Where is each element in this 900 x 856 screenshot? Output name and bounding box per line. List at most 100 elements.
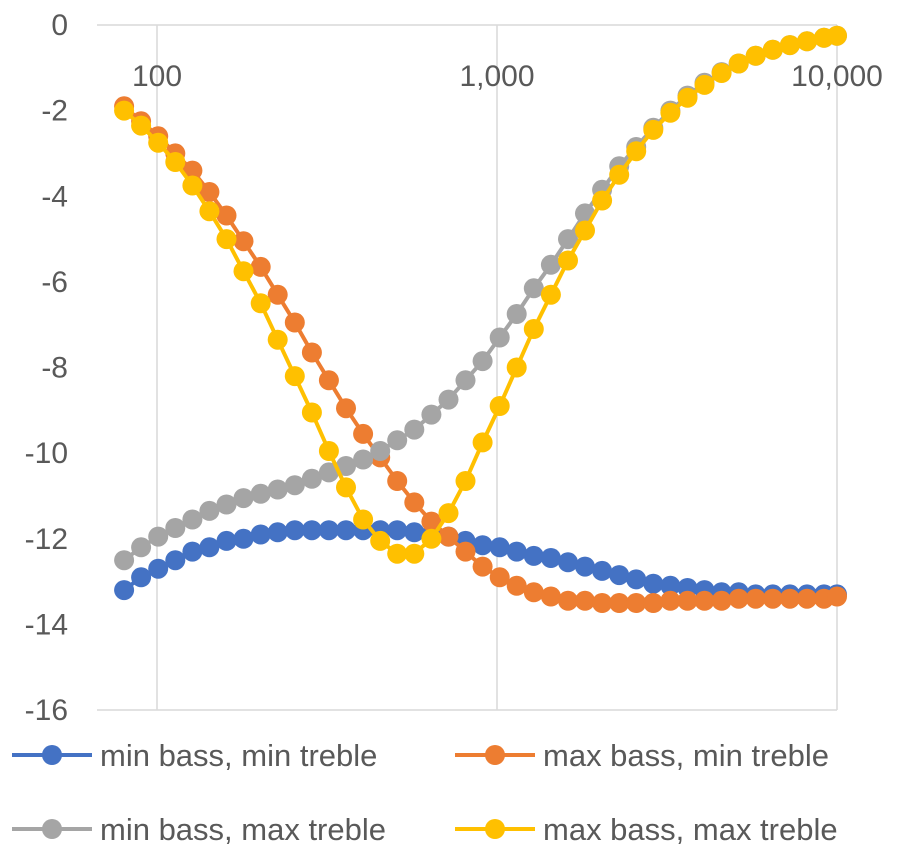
data-point — [336, 477, 356, 498]
data-point — [711, 590, 732, 611]
y-tick-label: -14 — [25, 608, 68, 641]
data-point — [318, 520, 339, 541]
data-point — [455, 541, 476, 562]
series-4 — [114, 25, 847, 564]
data-point — [677, 590, 698, 611]
data-point — [728, 588, 749, 609]
data-point — [762, 39, 783, 60]
data-point — [165, 152, 186, 172]
data-point — [489, 327, 510, 348]
x-tick-label: 10,000 — [791, 60, 883, 93]
data-point — [762, 588, 783, 609]
legend-item: max bass, min treble — [455, 738, 829, 773]
data-point — [301, 402, 322, 423]
data-point — [284, 366, 305, 387]
x-tick-label: 100 — [132, 60, 182, 93]
data-point — [148, 526, 169, 547]
data-point — [387, 430, 408, 451]
data-point — [250, 483, 271, 504]
data-point — [216, 494, 237, 515]
data-point — [216, 205, 237, 226]
data-point — [301, 520, 322, 541]
data-point — [353, 423, 374, 444]
data-point — [523, 319, 544, 339]
data-point — [523, 545, 544, 566]
y-tick-label: -4 — [41, 180, 68, 213]
data-point — [387, 471, 408, 491]
data-point — [575, 556, 595, 577]
data-point — [182, 175, 203, 196]
data-point — [745, 588, 766, 609]
data-point — [165, 550, 186, 571]
data-point — [540, 284, 561, 305]
data-point — [694, 74, 715, 95]
data-point — [643, 573, 664, 594]
data-point — [250, 256, 271, 277]
data-point — [404, 522, 425, 543]
series-3 — [114, 25, 847, 571]
data-point — [558, 250, 578, 271]
data-point — [472, 556, 493, 577]
data-point — [404, 419, 425, 440]
data-point — [182, 509, 203, 530]
data-point — [489, 567, 510, 588]
data-point — [318, 462, 339, 483]
data-point — [199, 182, 220, 202]
legend-label: max bass, min treble — [543, 738, 829, 773]
data-point — [233, 231, 254, 252]
data-point — [438, 389, 459, 410]
legend: min bass, min treble max bass, min treble… — [12, 738, 838, 847]
data-point — [558, 552, 578, 573]
data-point — [267, 284, 288, 305]
data-point — [284, 312, 305, 333]
data-point — [131, 537, 152, 558]
data-point — [489, 537, 510, 558]
y-tick-label: 0 — [51, 9, 68, 42]
data-point — [558, 590, 578, 611]
data-point — [575, 220, 595, 241]
data-point — [779, 35, 800, 56]
data-point — [267, 479, 288, 500]
data-point — [421, 404, 442, 425]
data-point — [250, 293, 271, 314]
data-point — [404, 492, 425, 513]
data-point — [506, 575, 527, 596]
data-point — [506, 304, 527, 324]
data-point — [301, 468, 322, 489]
data-point — [827, 25, 847, 46]
data-point — [370, 441, 391, 461]
legend-item: min bass, min treble — [12, 738, 377, 773]
series-2 — [114, 96, 847, 613]
data-point — [506, 541, 527, 562]
data-point — [540, 586, 561, 607]
data-point — [472, 351, 493, 372]
data-point — [728, 53, 749, 74]
legend-item: min bass, max treble — [12, 812, 386, 847]
data-point — [421, 528, 442, 549]
data-point — [660, 102, 681, 123]
data-point — [336, 456, 356, 476]
data-point — [165, 518, 186, 538]
data-point — [797, 588, 817, 609]
data-point — [694, 590, 715, 611]
y-tick-label: -10 — [25, 437, 68, 470]
series-line — [122, 33, 838, 562]
legend-label: min bass, min treble — [100, 738, 377, 773]
data-point — [301, 342, 322, 363]
data-point — [626, 593, 647, 613]
data-point — [540, 254, 561, 275]
data-point — [182, 541, 203, 562]
data-point — [643, 593, 664, 613]
data-point — [387, 543, 408, 564]
data-point — [575, 590, 595, 611]
data-point — [472, 535, 493, 556]
data-point — [609, 565, 630, 586]
data-point — [233, 261, 254, 282]
y-tick-label: -6 — [41, 266, 68, 299]
data-point — [455, 370, 476, 391]
data-point — [199, 537, 220, 558]
data-point — [558, 229, 578, 250]
data-point — [421, 511, 442, 532]
